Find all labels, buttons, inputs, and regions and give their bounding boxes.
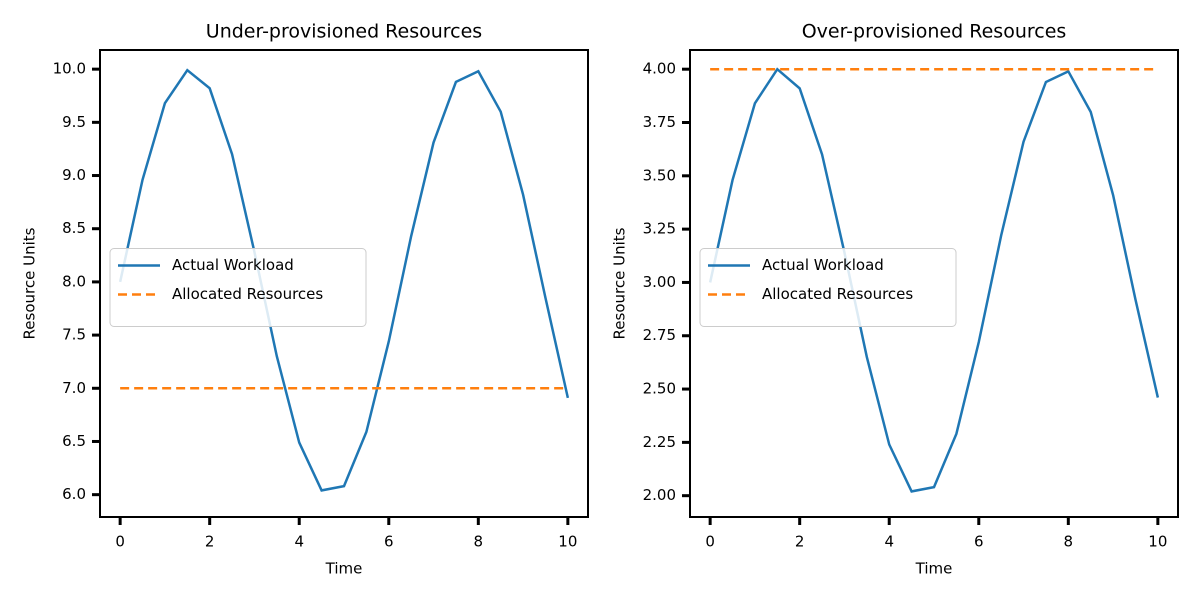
x-axis-label: Time: [915, 560, 953, 578]
chart-title: Under-provisioned Resources: [206, 21, 482, 43]
y-tick-label: 3.00: [643, 273, 676, 291]
y-tick-label: 3.75: [643, 113, 676, 131]
y-tick-label: 6.5: [62, 432, 86, 450]
x-tick-label: 6: [384, 533, 394, 551]
y-tick-label: 7.0: [62, 379, 86, 397]
y-tick-label: 3.50: [643, 166, 676, 184]
legend-box: [699, 248, 957, 327]
y-tick-label: 9.5: [62, 113, 86, 131]
y-tick-label: 3.25: [643, 220, 676, 238]
data-line: [118, 68, 570, 492]
y-tick-label: 2.25: [643, 433, 676, 451]
legend-label: Actual Workload: [172, 256, 294, 274]
x-tick-label: 2: [795, 533, 805, 551]
y-axis-label: Resource Units: [611, 227, 629, 339]
y-axis-label: Resource Units: [21, 227, 39, 339]
y-tick-label: 2.00: [643, 486, 676, 504]
legend-label: Allocated Resources: [762, 285, 913, 303]
chart-title: Over-provisioned Resources: [802, 21, 1067, 43]
y-tick-label: 6.0: [62, 485, 86, 503]
x-tick-label: 6: [974, 533, 984, 551]
x-tick-label: 0: [115, 533, 125, 551]
data-line: [708, 67, 1160, 493]
x-tick-label: 2: [205, 533, 215, 551]
y-tick-label: 8.0: [62, 272, 86, 290]
plot-frame: [99, 49, 589, 518]
x-tick-label: 4: [294, 533, 304, 551]
y-tick-label: 2.50: [643, 380, 676, 398]
y-tick-label: 4.00: [643, 60, 676, 78]
x-tick-label: 4: [884, 533, 894, 551]
y-tick-label: 7.5: [62, 326, 86, 344]
legend-box: [109, 248, 367, 327]
y-tick-label: 2.75: [643, 326, 676, 344]
y-tick-label: 10.0: [53, 60, 86, 78]
y-tick-label: 9.0: [62, 166, 86, 184]
x-tick-label: 0: [705, 533, 715, 551]
x-axis-label: Time: [325, 560, 363, 578]
x-tick-label: 10: [558, 533, 577, 551]
x-tick-label: 10: [1148, 533, 1167, 551]
legend-label: Actual Workload: [762, 256, 884, 274]
x-tick-label: 8: [1064, 533, 1074, 551]
legend-label: Allocated Resources: [172, 285, 323, 303]
y-tick-label: 8.5: [62, 219, 86, 237]
x-tick-label: 8: [474, 533, 484, 551]
